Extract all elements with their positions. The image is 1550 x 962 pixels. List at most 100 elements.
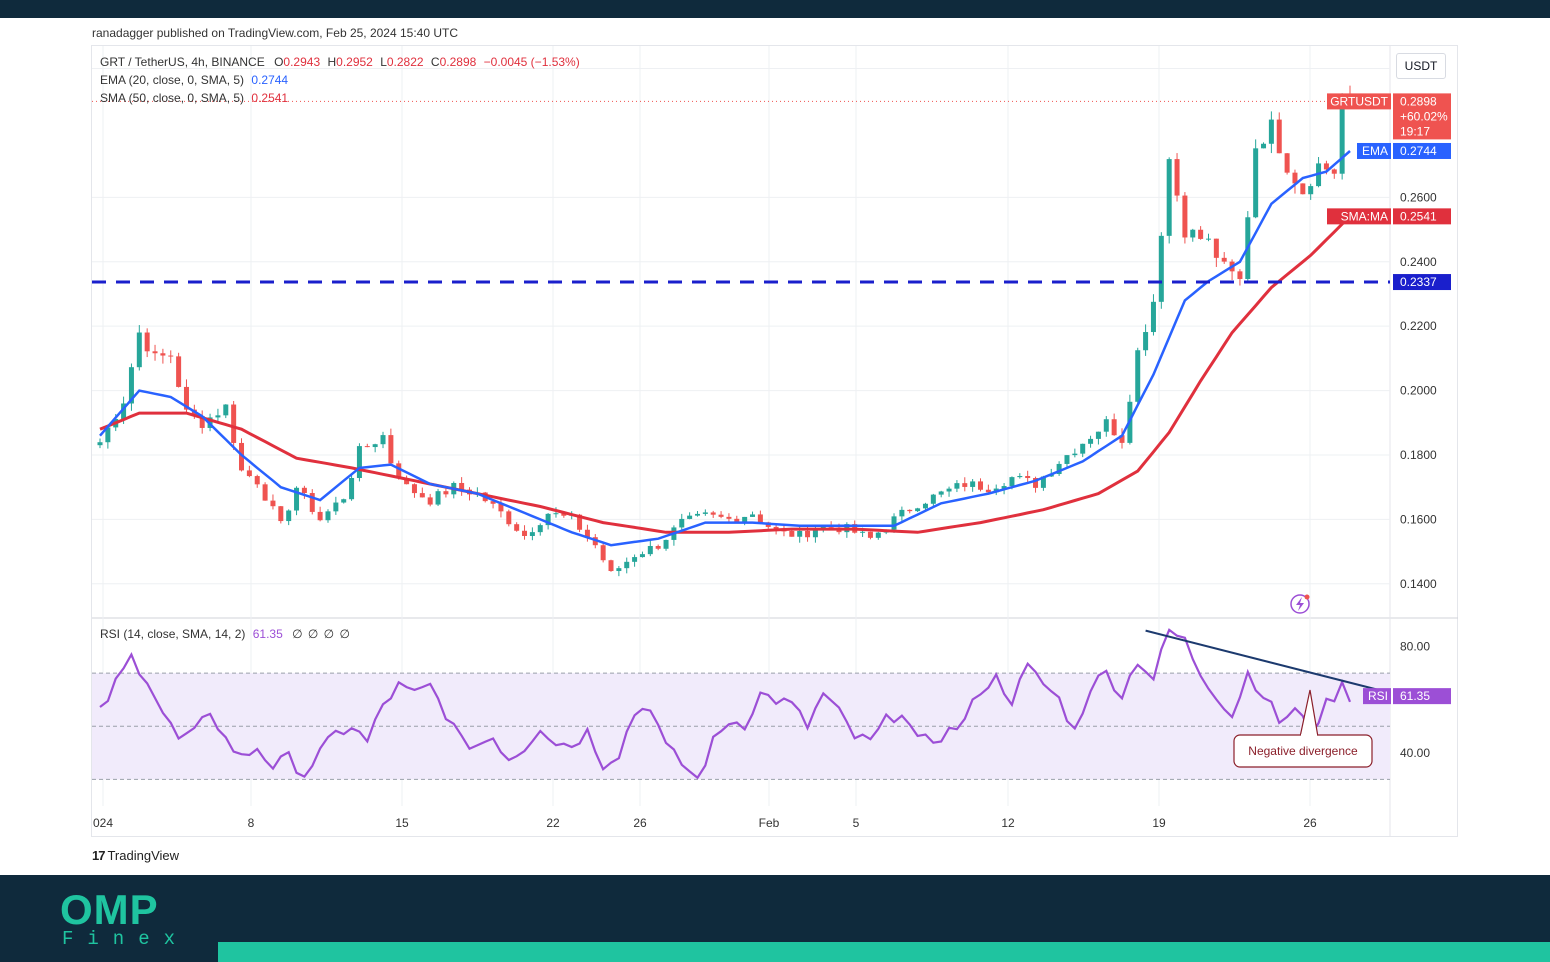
candle-body [160,353,166,356]
candle-body [946,488,952,492]
price-tag-value: +60.02% [1400,109,1448,123]
tradingview-logo-icon: 17 [92,848,106,863]
high-label: H [327,55,337,69]
candle-body [954,483,960,489]
rsi-tag: RSI 61.35 [1363,688,1451,705]
candle-body [1143,332,1149,351]
rsi-legend: RSI (14, close, SMA, 14, 2) 61.35 ∅ ∅ ∅ … [100,627,351,641]
candle-body [687,515,693,519]
candle-body [529,532,535,536]
x-tick-label: 12 [1001,816,1015,830]
candle-body [608,560,614,572]
candle-body [710,512,716,515]
candle-body [1150,301,1156,333]
candle-body [506,511,512,525]
candle-body [349,477,355,500]
rsi-tick-label: 80.00 [1400,640,1430,654]
candle-body [333,502,339,512]
candle-body [726,516,732,519]
candle-body [663,539,669,549]
x-tick-label: 26 [633,816,647,830]
price-tag-name: GRTUSDT [1330,94,1388,108]
open-label: O [274,55,284,69]
candle-body [1135,350,1141,402]
sma-legend-value: 0.2541 [251,91,289,105]
x-tick-label: 22 [546,816,560,830]
brand-logo-sub: Finex [62,928,190,950]
candle-body [1111,419,1117,436]
candle-body [639,554,645,558]
divergence-trendline [1145,629,1379,691]
candle-body [694,513,700,516]
candle-body [419,493,425,498]
candle-body [985,489,991,493]
candle-body [317,511,323,521]
sma-tag-name: SMA:MA [1341,209,1388,223]
candle-body [797,530,803,537]
rsi-line [99,628,1352,780]
candle-body [152,351,158,354]
candle-body [270,500,276,507]
candle-body [1221,257,1227,262]
candle-body [891,516,897,530]
candle-body [1158,235,1164,302]
candle-body [907,509,913,512]
ema-legend-value: 0.2744 [251,73,289,87]
candle-body [1261,143,1267,149]
candle-body [1080,443,1086,454]
y-tick-label: 0.1800 [1400,448,1437,462]
candle-body [1253,148,1259,218]
candle-body [789,530,795,537]
candle-body [356,446,362,478]
candle-body [577,514,583,530]
candle-body [600,545,606,561]
candle-body [144,332,150,352]
candle-body [1088,438,1094,444]
ema-tag-name: EMA [1362,144,1388,158]
candle-body [1017,476,1023,478]
low-value: 0.2822 [386,55,424,69]
candle-body [1331,169,1337,174]
replay-bolt-icon [1290,594,1310,614]
candle-body [459,482,465,490]
candle-body [278,506,284,522]
candle-body [1284,153,1290,173]
candle-body [105,427,111,443]
candle-body [702,512,708,514]
candle-body [443,491,449,495]
x-tick-label: 26 [1303,816,1317,830]
y-tick-label: 0.1600 [1400,512,1437,526]
ema-tag-value: 0.2744 [1400,144,1437,158]
candle-body [490,501,496,504]
candle-body [1025,476,1031,479]
candle-body [616,568,622,572]
candle-body [1174,159,1180,196]
candle-body [396,463,402,479]
candle-body [388,435,394,464]
brand-stripe [218,942,1550,962]
candle-body [1323,163,1329,170]
candle-body [1237,271,1243,279]
candle-body [962,483,968,487]
candle-body [978,481,984,490]
tradingview-name: TradingView [107,848,180,863]
candle-body [239,442,245,471]
ema-legend: EMA (20, close, 0, SMA, 5) 0.2744 [100,73,288,87]
candle-body [545,513,551,526]
candle-body [231,404,237,443]
close-label: C [430,55,440,69]
candle-body [404,478,410,485]
brand-logo-main: OMP [60,886,159,933]
candle-body [286,510,292,522]
symbol-line: GRT / TetherUS, 4h, BINANCE [100,55,265,69]
x-tick-label: Feb [759,816,780,830]
x-tick-label: 024 [93,816,113,830]
support-tag: 0.2337 [1393,274,1451,291]
open-value: 0.2943 [283,55,321,69]
currency-unit-button[interactable]: USDT [1396,53,1446,79]
sma-tag-value: 0.2541 [1400,209,1437,223]
candle-body [341,499,347,503]
sma-legend-label: SMA (50, close, 0, SMA, 5) [100,91,245,105]
x-tick-label: 19 [1152,816,1166,830]
